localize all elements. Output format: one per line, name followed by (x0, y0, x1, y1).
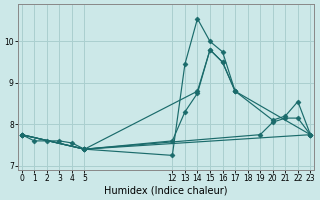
X-axis label: Humidex (Indice chaleur): Humidex (Indice chaleur) (104, 186, 228, 196)
